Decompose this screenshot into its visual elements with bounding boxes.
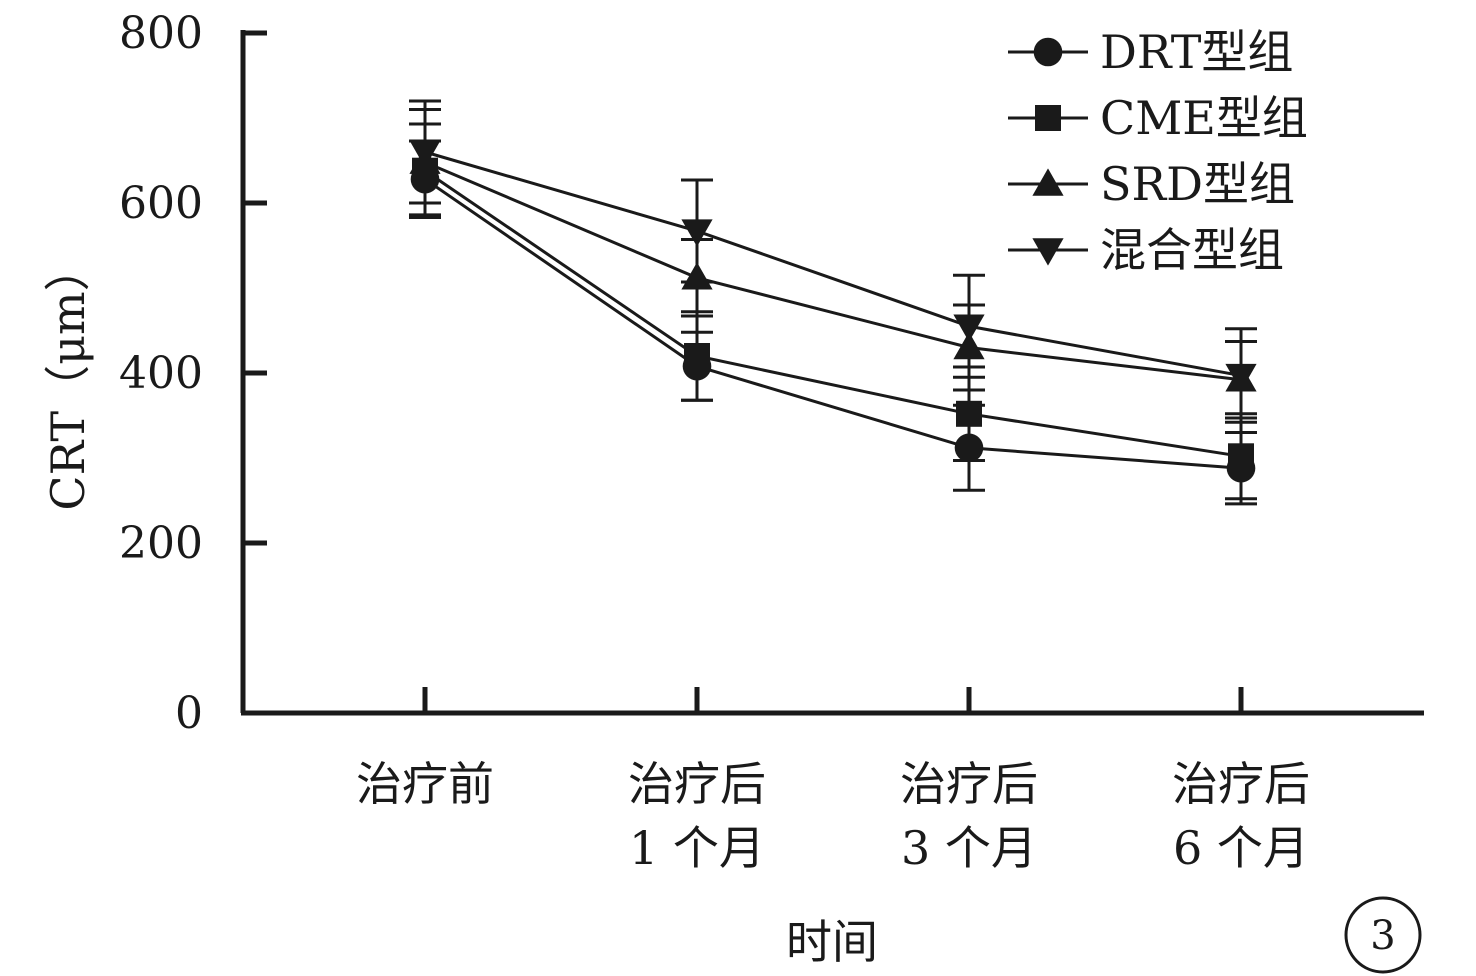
legend-marker <box>1033 37 1063 67</box>
series-line <box>424 177 1242 470</box>
y-ticks: 0 200 400 600 800 <box>119 8 267 739</box>
x-tick-label-line: 治疗前 <box>356 757 494 811</box>
x-axis-title: 时间 <box>786 915 878 969</box>
data-point <box>409 140 441 168</box>
legend-label: DRT型组 <box>1100 25 1293 79</box>
panel-label-text: 3 <box>1370 913 1395 959</box>
y-tick-label: 0 <box>175 688 203 739</box>
y-tick-label: 600 <box>119 178 203 229</box>
x-tick-label: 治疗前 <box>356 757 494 811</box>
x-tick-label-line: 3 个月 <box>901 821 1037 875</box>
x-ticks: 治疗前 治疗后 1 个月 治疗后 3 个月 治疗后 6 个月 <box>356 687 1310 875</box>
data-point <box>956 400 982 427</box>
series-line <box>424 160 1242 382</box>
y-tick-label: 200 <box>119 518 203 569</box>
panel-label-circle <box>1344 896 1422 974</box>
legend-item: 混合型组 <box>1008 223 1284 277</box>
legend-label: SRD型组 <box>1100 157 1295 211</box>
x-tick-label-line: 6 个月 <box>1173 821 1309 875</box>
x-tick-label-line: 1 个月 <box>629 821 765 875</box>
x-tick-label-line: 治疗后 <box>1172 757 1310 811</box>
data-point <box>953 314 985 342</box>
data-point <box>1225 363 1257 392</box>
legend-item: CME型组 <box>1008 91 1308 145</box>
series-line <box>424 169 1242 458</box>
legend-marker <box>1032 168 1064 196</box>
data-point <box>684 343 710 369</box>
data-point <box>681 219 713 247</box>
legend-marker <box>1035 105 1061 131</box>
legend-marker <box>1032 238 1064 266</box>
panel-label: 3 <box>1344 896 1422 974</box>
series-layer <box>409 99 1257 506</box>
legend-label: 混合型组 <box>1100 223 1284 277</box>
series-2 <box>409 122 1257 501</box>
x-tick-label: 治疗后 3 个月 <box>900 757 1038 875</box>
x-tick-label-line: 治疗后 <box>900 757 1038 811</box>
x-tick-label: 治疗后 1 个月 <box>628 757 766 875</box>
y-tick-label: 800 <box>119 8 203 59</box>
legend-label: CME型组 <box>1100 91 1308 145</box>
data-point <box>1228 443 1254 470</box>
y-axis-title: CRT（μm） <box>41 245 95 510</box>
y-tick-label: 400 <box>119 348 203 399</box>
legend-item: SRD型组 <box>1008 157 1295 211</box>
x-tick-label: 治疗后 6 个月 <box>1172 757 1310 875</box>
series-line <box>424 150 1242 378</box>
x-tick-label-line: 治疗后 <box>628 757 766 811</box>
legend-item: DRT型组 <box>1008 25 1293 79</box>
series-4 <box>409 99 1257 424</box>
